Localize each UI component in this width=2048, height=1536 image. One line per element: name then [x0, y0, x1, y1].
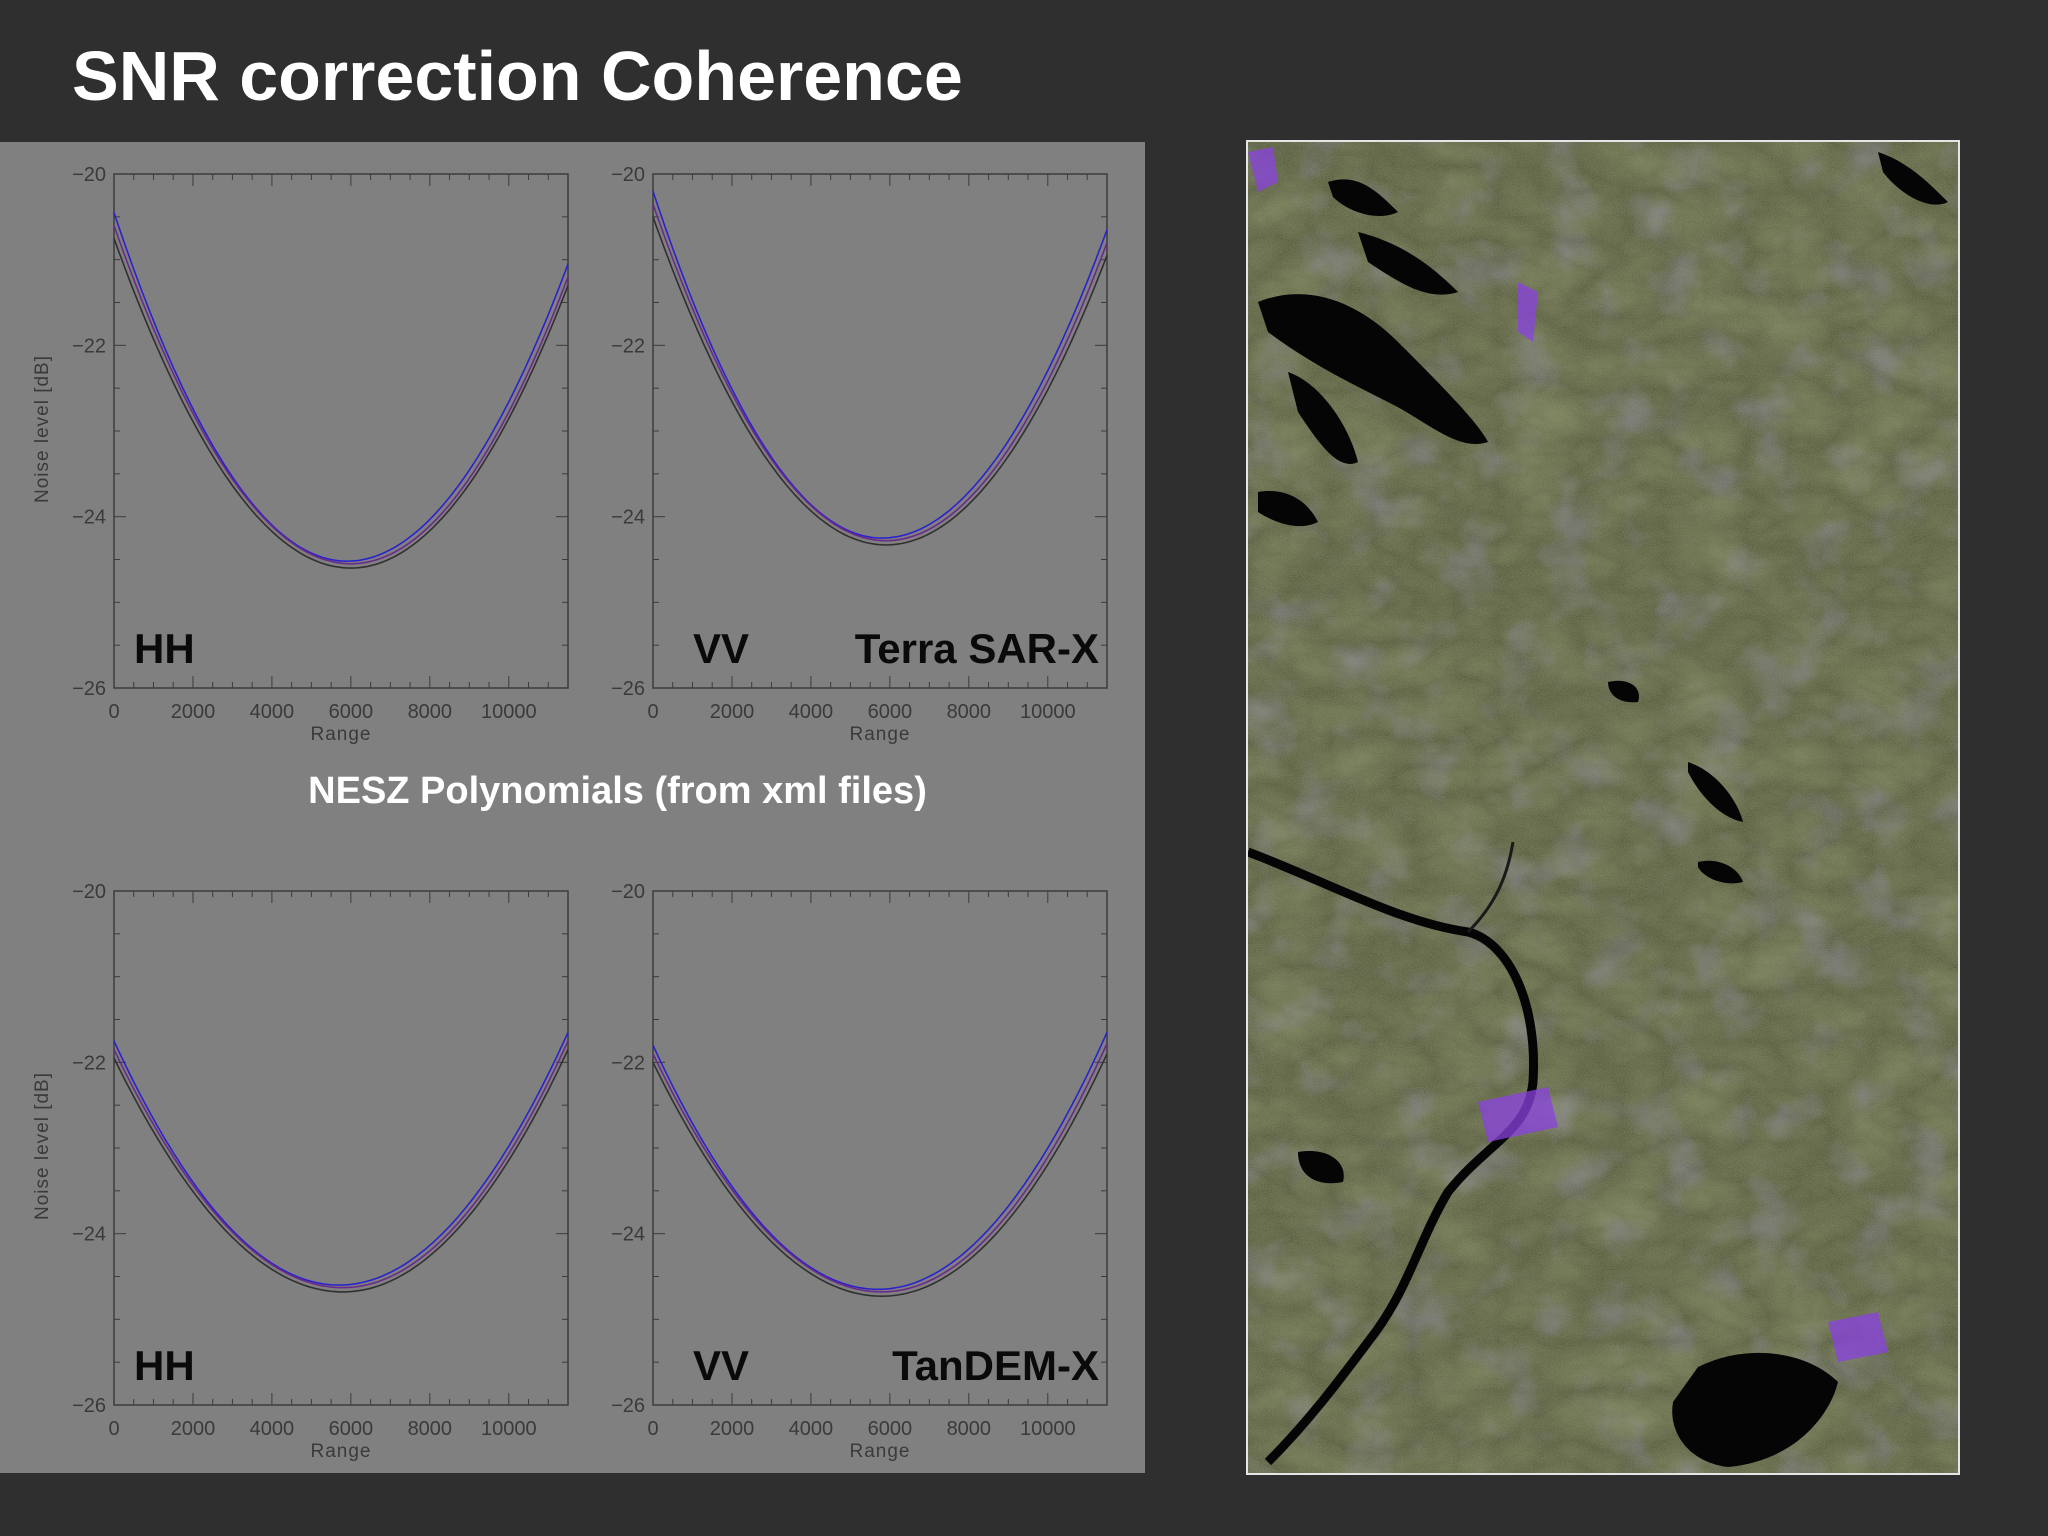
charts-caption: NESZ Polynomials (from xml files): [308, 770, 927, 812]
lake-6: [1258, 491, 1318, 527]
patch-4: [1828, 1312, 1888, 1362]
x-tick-label: 6000: [329, 701, 374, 723]
chart-panel: 0 2000 4000 6000 8000 10000 −20 −22 −24 −26 Range N…: [0, 142, 1145, 1473]
patch-2: [1518, 282, 1538, 342]
river-branch: [1466, 841, 1515, 934]
y-tick-label: −20: [611, 164, 645, 186]
x-tick-label: 0: [647, 701, 658, 723]
y-tick-label: −24: [72, 507, 106, 529]
lakes: [1258, 152, 1948, 1467]
x-tick-label: 10000: [481, 1418, 537, 1440]
satellite-label: Terra SAR-X: [855, 625, 1099, 672]
y-tick-label: −24: [611, 507, 645, 529]
y-axis-label: Noise level [dB]: [32, 355, 53, 503]
y-tick-label: −22: [611, 1052, 645, 1074]
polarization-label: HH: [134, 625, 195, 672]
noise-curve-2: [113, 225, 569, 565]
x-tick-label: 2000: [171, 701, 216, 723]
noise-curve-2: [652, 203, 1108, 542]
lake-8: [1698, 860, 1743, 884]
y-tick-label: −22: [72, 335, 106, 357]
y-tick-label: −20: [72, 881, 106, 903]
plot-frame: [652, 173, 1108, 689]
x-tick-label: 0: [108, 701, 119, 723]
lake-7: [1688, 762, 1743, 822]
sar-map-image: [1246, 140, 1960, 1475]
x-tick-label: 0: [647, 1418, 658, 1440]
noise-curve-1: [113, 1031, 569, 1286]
noise-curve-3: [113, 1049, 569, 1293]
nesz-charts: 0 2000 4000 6000 8000 10000 −20 −22 −24 −26 Range N…: [32, 164, 1108, 1462]
noise-curve-1: [113, 212, 569, 563]
satellite-label: TanDEM-X: [892, 1342, 1099, 1389]
x-tick-label: 4000: [789, 1418, 834, 1440]
y-tick-label: −26: [611, 1395, 645, 1417]
lake-4: [1358, 232, 1458, 295]
noise-curve-3: [652, 1053, 1108, 1298]
noise-curve-1: [652, 1031, 1108, 1291]
x-tick-label: 6000: [868, 701, 913, 723]
x-tick-label: 2000: [710, 1418, 755, 1440]
y-tick-label: −20: [611, 881, 645, 903]
x-axis-label: Range: [850, 724, 911, 745]
y-tick-label: −22: [611, 335, 645, 357]
slide-title: SNR correction Coherence: [72, 37, 963, 115]
x-tick-label: 10000: [1020, 701, 1076, 723]
x-tick-label: 8000: [408, 701, 453, 723]
polarization-label: VV: [693, 1342, 749, 1389]
polarization-label: VV: [693, 625, 749, 672]
plot-frame: [652, 890, 1108, 1406]
y-tick-label: −26: [72, 678, 106, 700]
x-axis-label: Range: [850, 1441, 911, 1462]
chart-1: 0 2000 4000 6000 8000 10000 −20 −22 −24 −26 Range N…: [32, 164, 569, 745]
chart-3: 0 2000 4000 6000 8000 10000 −20 −22 −24 −26 Range N…: [32, 881, 569, 1462]
x-tick-label: 8000: [947, 1418, 992, 1440]
x-tick-label: 0: [108, 1418, 119, 1440]
lake-3: [1328, 179, 1398, 217]
x-tick-label: 2000: [171, 1418, 216, 1440]
x-tick-label: 8000: [408, 1418, 453, 1440]
patch-1: [1248, 147, 1278, 192]
x-tick-label: 10000: [1020, 1418, 1076, 1440]
x-axis-label: Range: [311, 724, 372, 745]
x-tick-label: 8000: [947, 701, 992, 723]
sar-map-graphic: [1248, 142, 1958, 1473]
noise-curve-2: [652, 1043, 1108, 1293]
x-tick-label: 4000: [250, 701, 295, 723]
y-tick-label: −22: [72, 1052, 106, 1074]
x-tick-label: 6000: [868, 1418, 913, 1440]
x-tick-label: 10000: [481, 701, 537, 723]
x-tick-label: 4000: [789, 701, 834, 723]
y-tick-label: −26: [611, 678, 645, 700]
plot-frame: [113, 890, 569, 1406]
plot-frame: [113, 173, 569, 689]
noise-curve-3: [113, 238, 569, 569]
y-axis-label: Noise level [dB]: [32, 1072, 53, 1220]
y-tick-label: −24: [72, 1224, 106, 1246]
x-tick-label: 6000: [329, 1418, 374, 1440]
lake-1: [1258, 294, 1488, 444]
noise-curve-2: [113, 1040, 569, 1289]
lake-10: [1298, 1151, 1344, 1184]
chart-2: 0 2000 4000 6000 8000 10000 −20 −22 −24 −26 Range V…: [611, 164, 1108, 745]
y-tick-label: −24: [611, 1224, 645, 1246]
y-tick-label: −20: [72, 164, 106, 186]
polarization-label: HH: [134, 1342, 195, 1389]
lake-11: [1608, 680, 1639, 703]
noise-curve-3: [652, 216, 1108, 546]
lake-2: [1288, 372, 1358, 464]
noise-curve-1: [652, 190, 1108, 539]
chart-4: 0 2000 4000 6000 8000 10000 −20 −22 −24 −26 Range V…: [611, 881, 1108, 1462]
lake-5: [1878, 152, 1948, 205]
patch-3: [1478, 1087, 1558, 1142]
bright-patches: [1248, 147, 1888, 1362]
x-tick-label: 4000: [250, 1418, 295, 1440]
y-tick-label: −26: [72, 1395, 106, 1417]
x-axis-label: Range: [311, 1441, 372, 1462]
x-tick-label: 2000: [710, 701, 755, 723]
lake-9: [1672, 1352, 1838, 1467]
